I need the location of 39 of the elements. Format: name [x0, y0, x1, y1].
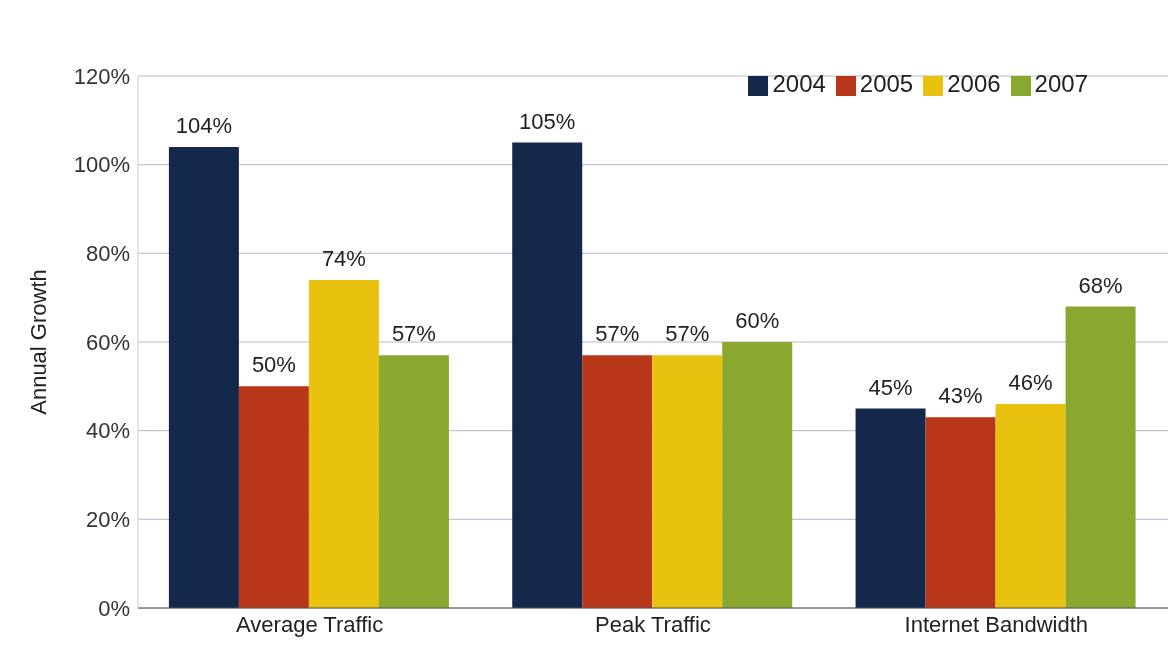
y-tick-label: 0% [98, 595, 130, 621]
y-tick-label: 40% [85, 418, 130, 444]
bar [995, 404, 1066, 608]
legend-label: 2006 [947, 70, 1001, 97]
data-label: 105% [519, 108, 576, 134]
bar [308, 279, 379, 608]
legend-label: 2005 [859, 70, 914, 97]
data-label: 57% [391, 321, 436, 347]
legend-label: 2004 [772, 70, 826, 97]
y-tick-label: 20% [85, 507, 130, 533]
data-label: 57% [665, 321, 710, 347]
data-label: 74% [321, 245, 366, 271]
y-axis-title: Annual Growth [25, 269, 51, 415]
bar [1065, 306, 1136, 608]
bar [168, 146, 239, 608]
y-tick-label: 100% [73, 152, 130, 178]
x-tick-label: Peak Traffic [595, 611, 711, 637]
y-tick-label: 80% [85, 241, 130, 267]
bar [582, 355, 653, 608]
data-label: 57% [595, 321, 640, 347]
bar [238, 386, 309, 608]
bar [925, 417, 996, 608]
x-tick-label: Average Traffic [236, 611, 384, 637]
bar [722, 342, 793, 608]
bar [378, 355, 449, 608]
bar [512, 142, 583, 608]
data-label: 46% [1008, 370, 1053, 396]
bar [855, 408, 926, 608]
legend-label: 2007 [1034, 70, 1088, 97]
y-tick-label: 60% [85, 329, 130, 355]
data-label: 43% [938, 383, 983, 409]
data-label: 45% [868, 374, 913, 400]
y-tick-label: 120% [73, 63, 130, 89]
bar [652, 355, 723, 608]
x-tick-label: Internet Bandwidth [904, 611, 1089, 637]
data-label: 68% [1078, 272, 1123, 298]
data-label: 50% [251, 352, 296, 378]
data-label: 104% [175, 112, 233, 138]
data-label: 60% [735, 308, 780, 333]
